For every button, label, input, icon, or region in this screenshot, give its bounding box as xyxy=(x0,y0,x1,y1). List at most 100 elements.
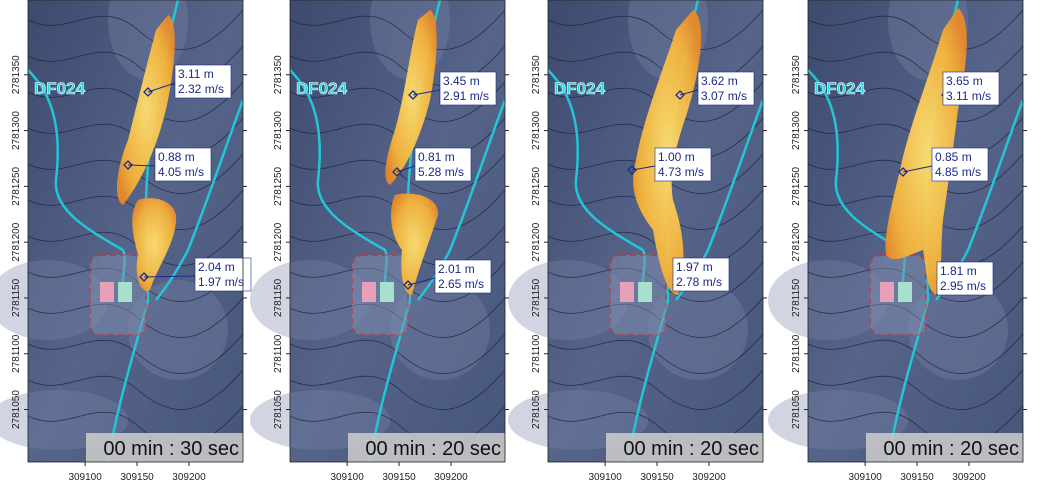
depth-label: 1.00 m xyxy=(658,150,695,164)
depth-label: 2.04 m xyxy=(198,260,235,274)
debris-flow xyxy=(390,193,439,295)
monitor-point xyxy=(408,90,418,100)
y-tick-label: 2781050 xyxy=(531,390,542,429)
depth-label: 1.97 m xyxy=(676,260,713,274)
velocity-label: 3.11 m/s xyxy=(946,89,991,103)
y-tick-label: 2781150 xyxy=(531,278,542,317)
depth-label: 3.65 m xyxy=(946,74,983,88)
terrain-patch xyxy=(0,260,108,340)
velocity-label: 2.78 m/s xyxy=(676,275,722,289)
y-tick-label: 2781100 xyxy=(791,334,802,373)
x-tick-label: 309200 xyxy=(952,472,986,483)
y-tick-label: 2781150 xyxy=(11,278,22,317)
velocity-label: 1.97 m/s xyxy=(198,275,244,289)
x-tick-label: 309150 xyxy=(120,472,154,483)
monitor-point xyxy=(392,167,402,177)
x-tick-label: 309100 xyxy=(68,472,102,483)
map-panel: DF024 3.11 m2.32 m/s 0.88 m4.05 m/s 2.04 m1… xyxy=(0,0,252,483)
monitor-point xyxy=(898,167,908,177)
velocity-label: 2.91 m/s xyxy=(443,89,489,103)
y-tick-label: 2781300 xyxy=(11,111,22,150)
depth-label: 3.62 m xyxy=(701,74,738,88)
depth-label: 0.81 m xyxy=(418,150,455,164)
y-tick-label: 2781200 xyxy=(273,222,284,261)
monitor-point xyxy=(139,272,149,282)
annotation-box xyxy=(154,147,212,182)
channel-label: DF024 xyxy=(296,79,348,98)
map-panel: DF024 3.45 m2.91 m/s0.81 m5.28 m/s2.01 m2… xyxy=(250,0,509,483)
x-tick-label: 309150 xyxy=(382,472,416,483)
time-label: 00 min : 20 sec xyxy=(365,438,501,460)
terrain-patch xyxy=(768,260,888,340)
y-tick-label: 2781350 xyxy=(11,55,22,94)
monitor-point xyxy=(143,87,153,97)
contour-line xyxy=(27,333,244,374)
annotation-box xyxy=(654,147,712,182)
monitor-point xyxy=(675,90,685,100)
terrain-patch xyxy=(508,260,628,340)
leader-line xyxy=(412,89,441,96)
annotation-box xyxy=(194,257,252,292)
x-tick-label: 309200 xyxy=(434,472,468,483)
leader-line xyxy=(143,275,196,278)
y-tick-label: 2781250 xyxy=(273,166,284,205)
y-tick-label: 2781250 xyxy=(791,166,802,205)
x-tick-label: 309100 xyxy=(588,472,622,483)
time-box xyxy=(866,433,1023,462)
annotation-box xyxy=(414,147,472,182)
building xyxy=(880,282,894,302)
contour-line xyxy=(289,9,506,50)
building xyxy=(898,282,912,302)
map-panel: DF024 3.62 m3.07 m/s1.00 m4.73 m/s1.97 m2… xyxy=(508,0,767,483)
depth-label: 3.45 m xyxy=(443,74,480,88)
x-tick-label: 309200 xyxy=(692,472,726,483)
y-tick-label: 2781050 xyxy=(273,390,284,429)
debris-flow xyxy=(132,198,177,291)
velocity-label: 2.32 m/s xyxy=(178,82,224,96)
depth-label: 2.01 m xyxy=(438,262,475,276)
y-tick-label: 2781150 xyxy=(791,278,802,317)
y-tick-label: 2781100 xyxy=(273,334,284,373)
velocity-label: 2.95 m/s xyxy=(940,279,986,293)
terrain-patch xyxy=(128,280,228,380)
x-tick-label: 309150 xyxy=(900,472,934,483)
contour-line xyxy=(807,369,1024,410)
channel-label: DF024 xyxy=(554,79,606,98)
annotation-box xyxy=(439,71,497,106)
map-frame xyxy=(807,0,1024,463)
monitor-point xyxy=(123,160,133,170)
terrain-patch xyxy=(390,280,490,380)
building xyxy=(620,282,634,302)
y-tick-label: 2781050 xyxy=(791,390,802,429)
contour-line xyxy=(807,9,1024,50)
time-label: 00 min : 30 sec xyxy=(103,438,239,460)
y-tick-label: 2781200 xyxy=(11,222,22,261)
y-tick-label: 2781300 xyxy=(531,111,542,150)
y-tick-label: 2781300 xyxy=(273,111,284,150)
contour-line xyxy=(547,9,764,50)
annotation-box xyxy=(942,71,1000,106)
velocity-label: 3.07 m/s xyxy=(701,89,747,103)
building xyxy=(362,282,376,302)
terrain-patch xyxy=(908,280,1008,380)
x-tick-label: 309100 xyxy=(330,472,364,483)
building xyxy=(638,282,652,302)
y-tick-label: 2781200 xyxy=(791,222,802,261)
monitor-point xyxy=(403,280,413,290)
annotation-box xyxy=(174,64,232,99)
building xyxy=(380,282,394,302)
depth-label: 1.81 m xyxy=(940,264,977,278)
contour-line xyxy=(807,81,1024,122)
annotation-box xyxy=(697,71,755,106)
time-box xyxy=(348,433,505,462)
channel-label: DF024 xyxy=(814,79,866,98)
x-tick-label: 309100 xyxy=(848,472,882,483)
contour-line xyxy=(547,333,764,374)
y-tick-label: 2781200 xyxy=(531,222,542,261)
annotation-box xyxy=(931,147,989,182)
channel-label: DF024 xyxy=(34,79,86,98)
map-frame xyxy=(289,0,506,463)
leader-line xyxy=(147,82,176,93)
map-panel: DF024 3.65 m3.11 m/s0.85 m4.85 m/s1.81 m2… xyxy=(768,0,1027,483)
contour-line xyxy=(289,333,506,374)
